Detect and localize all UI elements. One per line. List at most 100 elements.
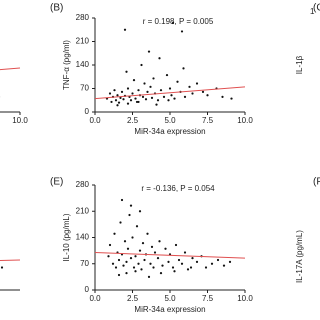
y-axis-label: IL-1β xyxy=(295,55,304,74)
point xyxy=(189,266,193,269)
point xyxy=(137,262,140,265)
point xyxy=(222,264,226,267)
point xyxy=(201,90,205,93)
point xyxy=(146,232,149,235)
point xyxy=(134,255,137,258)
y-tick-label: 70 xyxy=(80,84,89,93)
point xyxy=(129,204,133,207)
point xyxy=(150,245,154,248)
x-tick-label: 0.0 xyxy=(89,294,101,303)
point xyxy=(135,225,139,228)
y-tick-label: 140 xyxy=(76,60,90,69)
point xyxy=(120,198,124,202)
point xyxy=(137,89,140,92)
point xyxy=(117,101,121,104)
point xyxy=(221,95,224,98)
y-tick-label: 0 xyxy=(85,285,90,294)
point xyxy=(132,266,136,269)
point xyxy=(174,243,178,247)
x-tick-label: 10.0 xyxy=(237,294,253,303)
x-tick-label: 10.0 xyxy=(12,116,28,125)
x-tick-label: 5.0 xyxy=(164,294,176,303)
point xyxy=(123,240,127,243)
point xyxy=(147,50,151,53)
x-tick-label: 0.0 xyxy=(89,116,101,125)
x-axis-label: MiR-34a expression xyxy=(134,305,205,314)
y-tick-label: 210 xyxy=(76,206,90,215)
point xyxy=(186,268,190,271)
point xyxy=(155,103,158,106)
point xyxy=(113,232,116,235)
point xyxy=(110,100,113,104)
point xyxy=(125,260,128,263)
point xyxy=(138,249,142,252)
point xyxy=(210,262,214,265)
point xyxy=(126,247,130,250)
point xyxy=(0,266,4,269)
point xyxy=(119,221,122,224)
point xyxy=(141,242,145,245)
point xyxy=(147,275,151,278)
point xyxy=(165,73,169,77)
point xyxy=(113,89,116,92)
x-tick-label: 2.5 xyxy=(127,116,139,125)
point xyxy=(131,92,134,95)
trend-line xyxy=(0,67,21,71)
y-axis-label: IL-17A (pg/mL) xyxy=(295,230,304,283)
x-tick-label: 2.5 xyxy=(127,294,139,303)
point xyxy=(153,251,157,254)
panel-label: (E) xyxy=(50,177,63,188)
panel-label: (C) xyxy=(313,3,320,14)
point xyxy=(171,21,175,25)
point xyxy=(228,260,232,263)
point xyxy=(138,210,142,213)
x-axis-label: MiR-34a expression xyxy=(134,127,205,136)
point xyxy=(116,94,119,97)
point xyxy=(134,97,137,100)
point xyxy=(180,262,184,265)
point xyxy=(158,240,161,243)
y-axis-label: TNF-α (pg/ml) xyxy=(62,40,71,90)
point xyxy=(146,90,149,93)
point xyxy=(167,260,170,263)
point xyxy=(176,80,179,83)
point xyxy=(150,96,154,99)
point xyxy=(129,99,133,102)
point xyxy=(116,104,119,107)
point xyxy=(107,255,110,258)
point xyxy=(177,258,181,262)
panel-label: (B) xyxy=(50,3,63,14)
point xyxy=(141,95,145,98)
point xyxy=(149,85,152,88)
point xyxy=(126,87,130,90)
point xyxy=(125,272,128,275)
point xyxy=(140,268,143,271)
point xyxy=(161,264,164,267)
point xyxy=(191,257,194,260)
point xyxy=(120,90,124,93)
point xyxy=(131,236,134,239)
point xyxy=(204,266,208,269)
x-tick-label: 10.0 xyxy=(237,116,253,125)
point xyxy=(143,82,146,85)
point xyxy=(188,85,191,88)
point xyxy=(162,95,166,98)
point xyxy=(111,262,115,265)
y-tick-label: 70 xyxy=(80,259,89,268)
point xyxy=(191,92,194,95)
y-tick-label: 280 xyxy=(76,180,90,189)
point xyxy=(183,251,187,254)
point xyxy=(134,270,137,273)
y-tick-label: 140 xyxy=(76,233,90,242)
point xyxy=(143,258,146,262)
point xyxy=(168,87,172,90)
point xyxy=(128,213,131,217)
point xyxy=(122,98,125,101)
y-tick-label: 210 xyxy=(76,37,90,46)
point xyxy=(129,257,133,260)
point xyxy=(183,95,187,98)
point xyxy=(173,97,176,100)
point xyxy=(114,99,118,102)
point xyxy=(123,28,127,31)
point xyxy=(144,98,148,101)
